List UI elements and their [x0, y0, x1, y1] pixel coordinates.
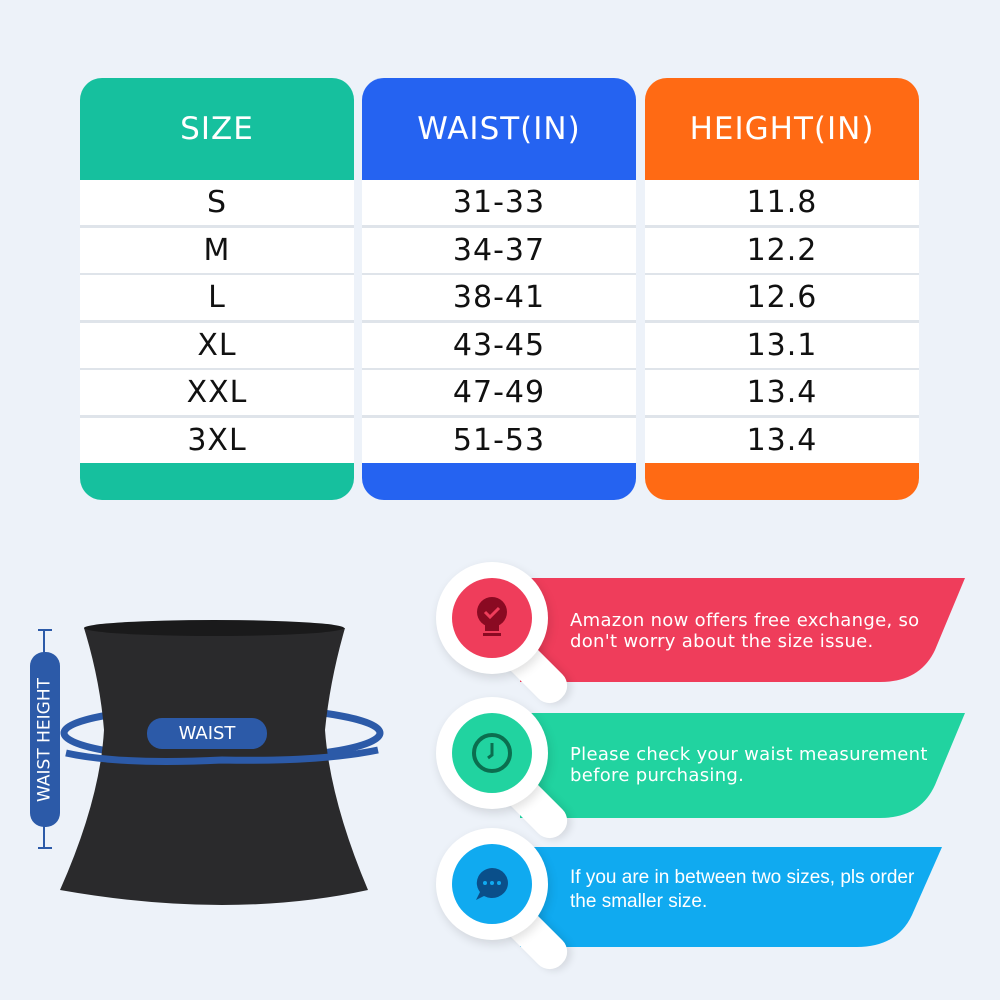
waist-trainer-diagram — [30, 620, 384, 905]
waist-column: WAIST(IN) 31-33 34-37 38-41 43-45 47-49 … — [362, 78, 636, 500]
tip-banner-3 — [520, 847, 942, 947]
chat-bubble-icon — [476, 868, 508, 900]
waist-height-pill — [30, 652, 60, 827]
tip-banner-1 — [520, 578, 965, 682]
size-cell: L — [80, 275, 354, 320]
waist-cell: 47-49 — [362, 370, 636, 415]
tip-icon-ring-2 — [436, 697, 548, 809]
tip-banner-2 — [520, 713, 965, 818]
waist-cell: 38-41 — [362, 275, 636, 320]
tip-text-1: Amazon now offers free exchange, so don'… — [570, 610, 920, 652]
waist-header: WAIST(IN) — [417, 111, 581, 147]
size-cell: 3XL — [80, 417, 354, 463]
waist-label-pill — [147, 718, 267, 749]
height-cell: 12.6 — [645, 275, 919, 320]
height-cell: 13.4 — [645, 370, 919, 415]
waist-cell: 43-45 — [362, 322, 636, 368]
height-cell: 11.8 — [645, 180, 919, 225]
waist-cell: 31-33 — [362, 180, 636, 225]
height-cell: 13.4 — [645, 417, 919, 463]
tip-icon-ring-3 — [436, 828, 548, 940]
waist-cell: 51-53 — [362, 417, 636, 463]
size-cell: XXL — [80, 370, 354, 415]
height-header: HEIGHT(IN) — [689, 111, 875, 147]
lightbulb-check-icon — [477, 597, 507, 636]
size-header: SIZE — [180, 111, 254, 147]
tip-text-3: If you are in between two sizes, pls ord… — [570, 867, 915, 912]
height-column: HEIGHT(IN) 11.8 12.2 12.6 13.1 13.4 13.4 — [645, 78, 919, 500]
size-cell: M — [80, 227, 354, 273]
size-cell: XL — [80, 322, 354, 368]
waist-cell: 34-37 — [362, 227, 636, 273]
height-cell: 12.2 — [645, 227, 919, 273]
tip-icon-ring-1 — [436, 562, 548, 674]
tip-text-2: Please check your waist measurement befo… — [570, 744, 928, 786]
size-column: SIZE S M L XL XXL 3XL — [80, 78, 354, 500]
clock-icon — [472, 733, 512, 773]
waist-label: WAIST — [178, 723, 236, 744]
height-cell: 13.1 — [645, 322, 919, 368]
size-cell: S — [80, 180, 354, 225]
waist-ring-front — [65, 746, 379, 765]
